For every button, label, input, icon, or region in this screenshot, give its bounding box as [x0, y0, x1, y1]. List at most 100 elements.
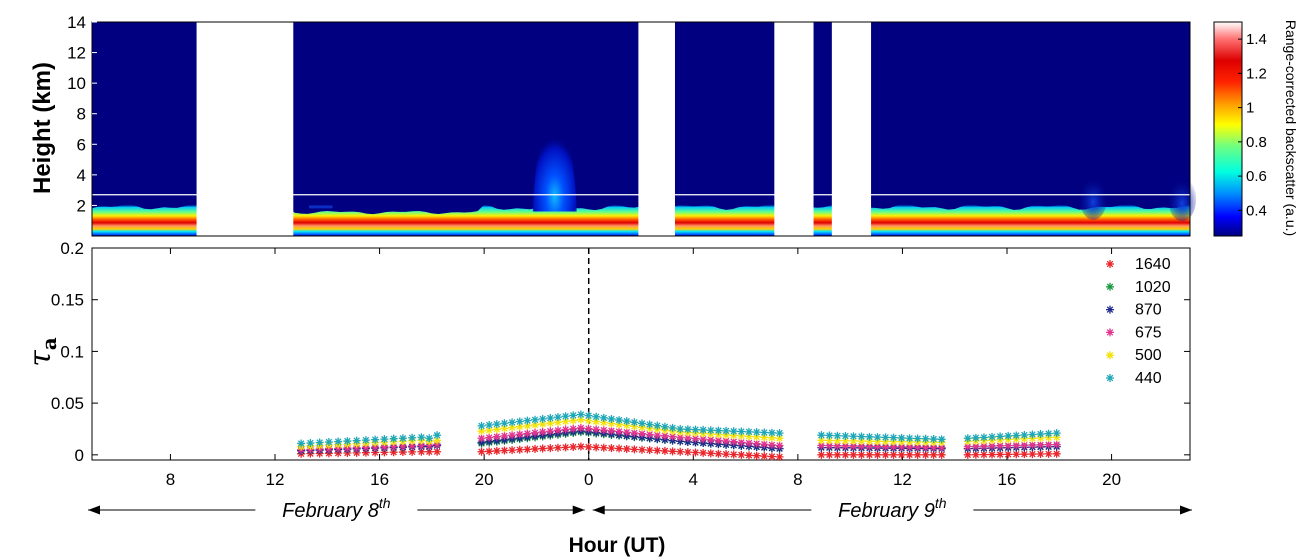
data-point-675 — [691, 434, 700, 443]
data-point-1640 — [971, 450, 980, 459]
data-point-440 — [889, 433, 898, 442]
legend-marker-500 — [1106, 351, 1114, 360]
data-point-675 — [971, 442, 980, 451]
colorbar-tick-label: 1.4 — [1246, 31, 1267, 48]
data-point-440 — [1028, 430, 1037, 439]
data-point-440 — [825, 431, 834, 440]
data-point-500 — [531, 420, 540, 429]
data-point-675 — [979, 442, 988, 451]
data-point-440 — [561, 412, 570, 421]
data-point-500 — [607, 419, 616, 428]
data-point-440 — [929, 435, 938, 444]
data-point-500 — [744, 432, 753, 441]
date-span-annotations: February 8th February 9th — [88, 495, 1192, 522]
no-data-gaps — [196, 22, 872, 236]
data-point-1640 — [417, 447, 426, 456]
data-point-440 — [607, 414, 616, 423]
data-point-870 — [668, 436, 677, 445]
data-point-500 — [881, 437, 890, 446]
data-point-440 — [306, 438, 315, 447]
data-point-440 — [979, 433, 988, 442]
data-point-675 — [500, 431, 509, 440]
data-point-675 — [417, 441, 426, 450]
data-point-675 — [607, 426, 616, 435]
data-point-500 — [508, 423, 517, 432]
date-span-label: February 9th — [838, 495, 947, 522]
data-point-440 — [324, 438, 333, 447]
data-point-1640 — [691, 448, 700, 457]
data-point-1640 — [645, 446, 654, 455]
data-point-675 — [699, 435, 708, 444]
data-point-440 — [500, 419, 509, 428]
data-point-440 — [515, 417, 524, 426]
small-plume-2 — [1168, 177, 1197, 222]
legend-label-870: 870 — [1135, 302, 1162, 319]
heatmap-y-tick-label: 4 — [77, 166, 86, 185]
data-point-675 — [615, 427, 624, 436]
data-point-675 — [825, 441, 834, 450]
data-point-1640 — [485, 447, 494, 456]
data-point-440 — [592, 412, 601, 421]
data-point-500 — [523, 421, 532, 430]
data-point-675 — [1052, 440, 1061, 449]
legend-label-1640: 1640 — [1135, 256, 1171, 273]
data-point-1640 — [996, 450, 1005, 459]
data-point-1640 — [737, 450, 746, 459]
data-point-675 — [1004, 441, 1013, 450]
data-point-500 — [841, 436, 850, 445]
data-point-500 — [630, 422, 639, 431]
data-point-500 — [500, 424, 509, 433]
colorbar: 1.4 1.2 1 0.8 0.6 0.4 Range-corrected backsca… — [1213, 20, 1299, 237]
data-point-1640 — [881, 450, 890, 459]
data-point-1640 — [380, 448, 389, 457]
data-point-675 — [767, 440, 776, 449]
data-point-1640 — [668, 447, 677, 456]
data-point-440 — [408, 433, 417, 442]
data-point-1640 — [638, 445, 647, 454]
arrowhead-left — [592, 505, 605, 515]
data-point-1640 — [515, 445, 524, 454]
data-point-675 — [897, 442, 906, 451]
data-point-500 — [538, 420, 547, 429]
data-point-1640 — [729, 450, 738, 459]
data-point-440 — [833, 431, 842, 440]
series-1640 — [297, 442, 1061, 461]
data-point-1640 — [553, 443, 562, 452]
data-point-440 — [1052, 429, 1061, 438]
data-point-440 — [841, 432, 850, 441]
data-point-675 — [508, 431, 517, 440]
data-point-1640 — [389, 448, 398, 457]
data-point-675 — [760, 440, 769, 449]
aod-x-ticks: 8 12 16 20 0 4 8 12 16 20 — [166, 248, 1121, 489]
data-point-440 — [638, 419, 647, 428]
data-point-440 — [315, 438, 324, 447]
data-point-440 — [622, 417, 631, 426]
data-point-440 — [873, 433, 882, 442]
data-point-675 — [905, 443, 914, 452]
data-point-1640 — [744, 451, 753, 460]
arrowhead-right — [572, 505, 585, 515]
data-point-675 — [630, 428, 639, 437]
data-point-1640 — [676, 447, 685, 456]
data-point-675 — [676, 433, 685, 442]
aod-y-ticks: 0.2 0.15 0.1 0.05 0 — [51, 239, 1190, 465]
data-point-440 — [668, 423, 677, 432]
data-point-1640 — [963, 450, 972, 459]
data-point-1640 — [592, 443, 601, 452]
data-point-500 — [576, 415, 585, 424]
data-point-500 — [433, 436, 442, 445]
data-point-675 — [817, 441, 826, 450]
data-point-675 — [668, 432, 677, 441]
legend: 1640 1020 870 675 500 440 — [1106, 256, 1171, 387]
data-point-1640 — [905, 450, 914, 459]
arrowhead-right — [1180, 505, 1192, 515]
series-440 — [297, 410, 1061, 448]
data-point-1640 — [425, 447, 434, 456]
data-point-1640 — [531, 444, 540, 453]
data-point-440 — [576, 410, 585, 419]
data-point-1640 — [873, 450, 882, 459]
legend-marker-675 — [1106, 328, 1114, 337]
data-point-500 — [857, 437, 866, 446]
lidar-heatmap-panel: 14 12 10 8 6 4 2 Height (km) — [29, 13, 1197, 237]
data-point-675 — [553, 426, 562, 435]
